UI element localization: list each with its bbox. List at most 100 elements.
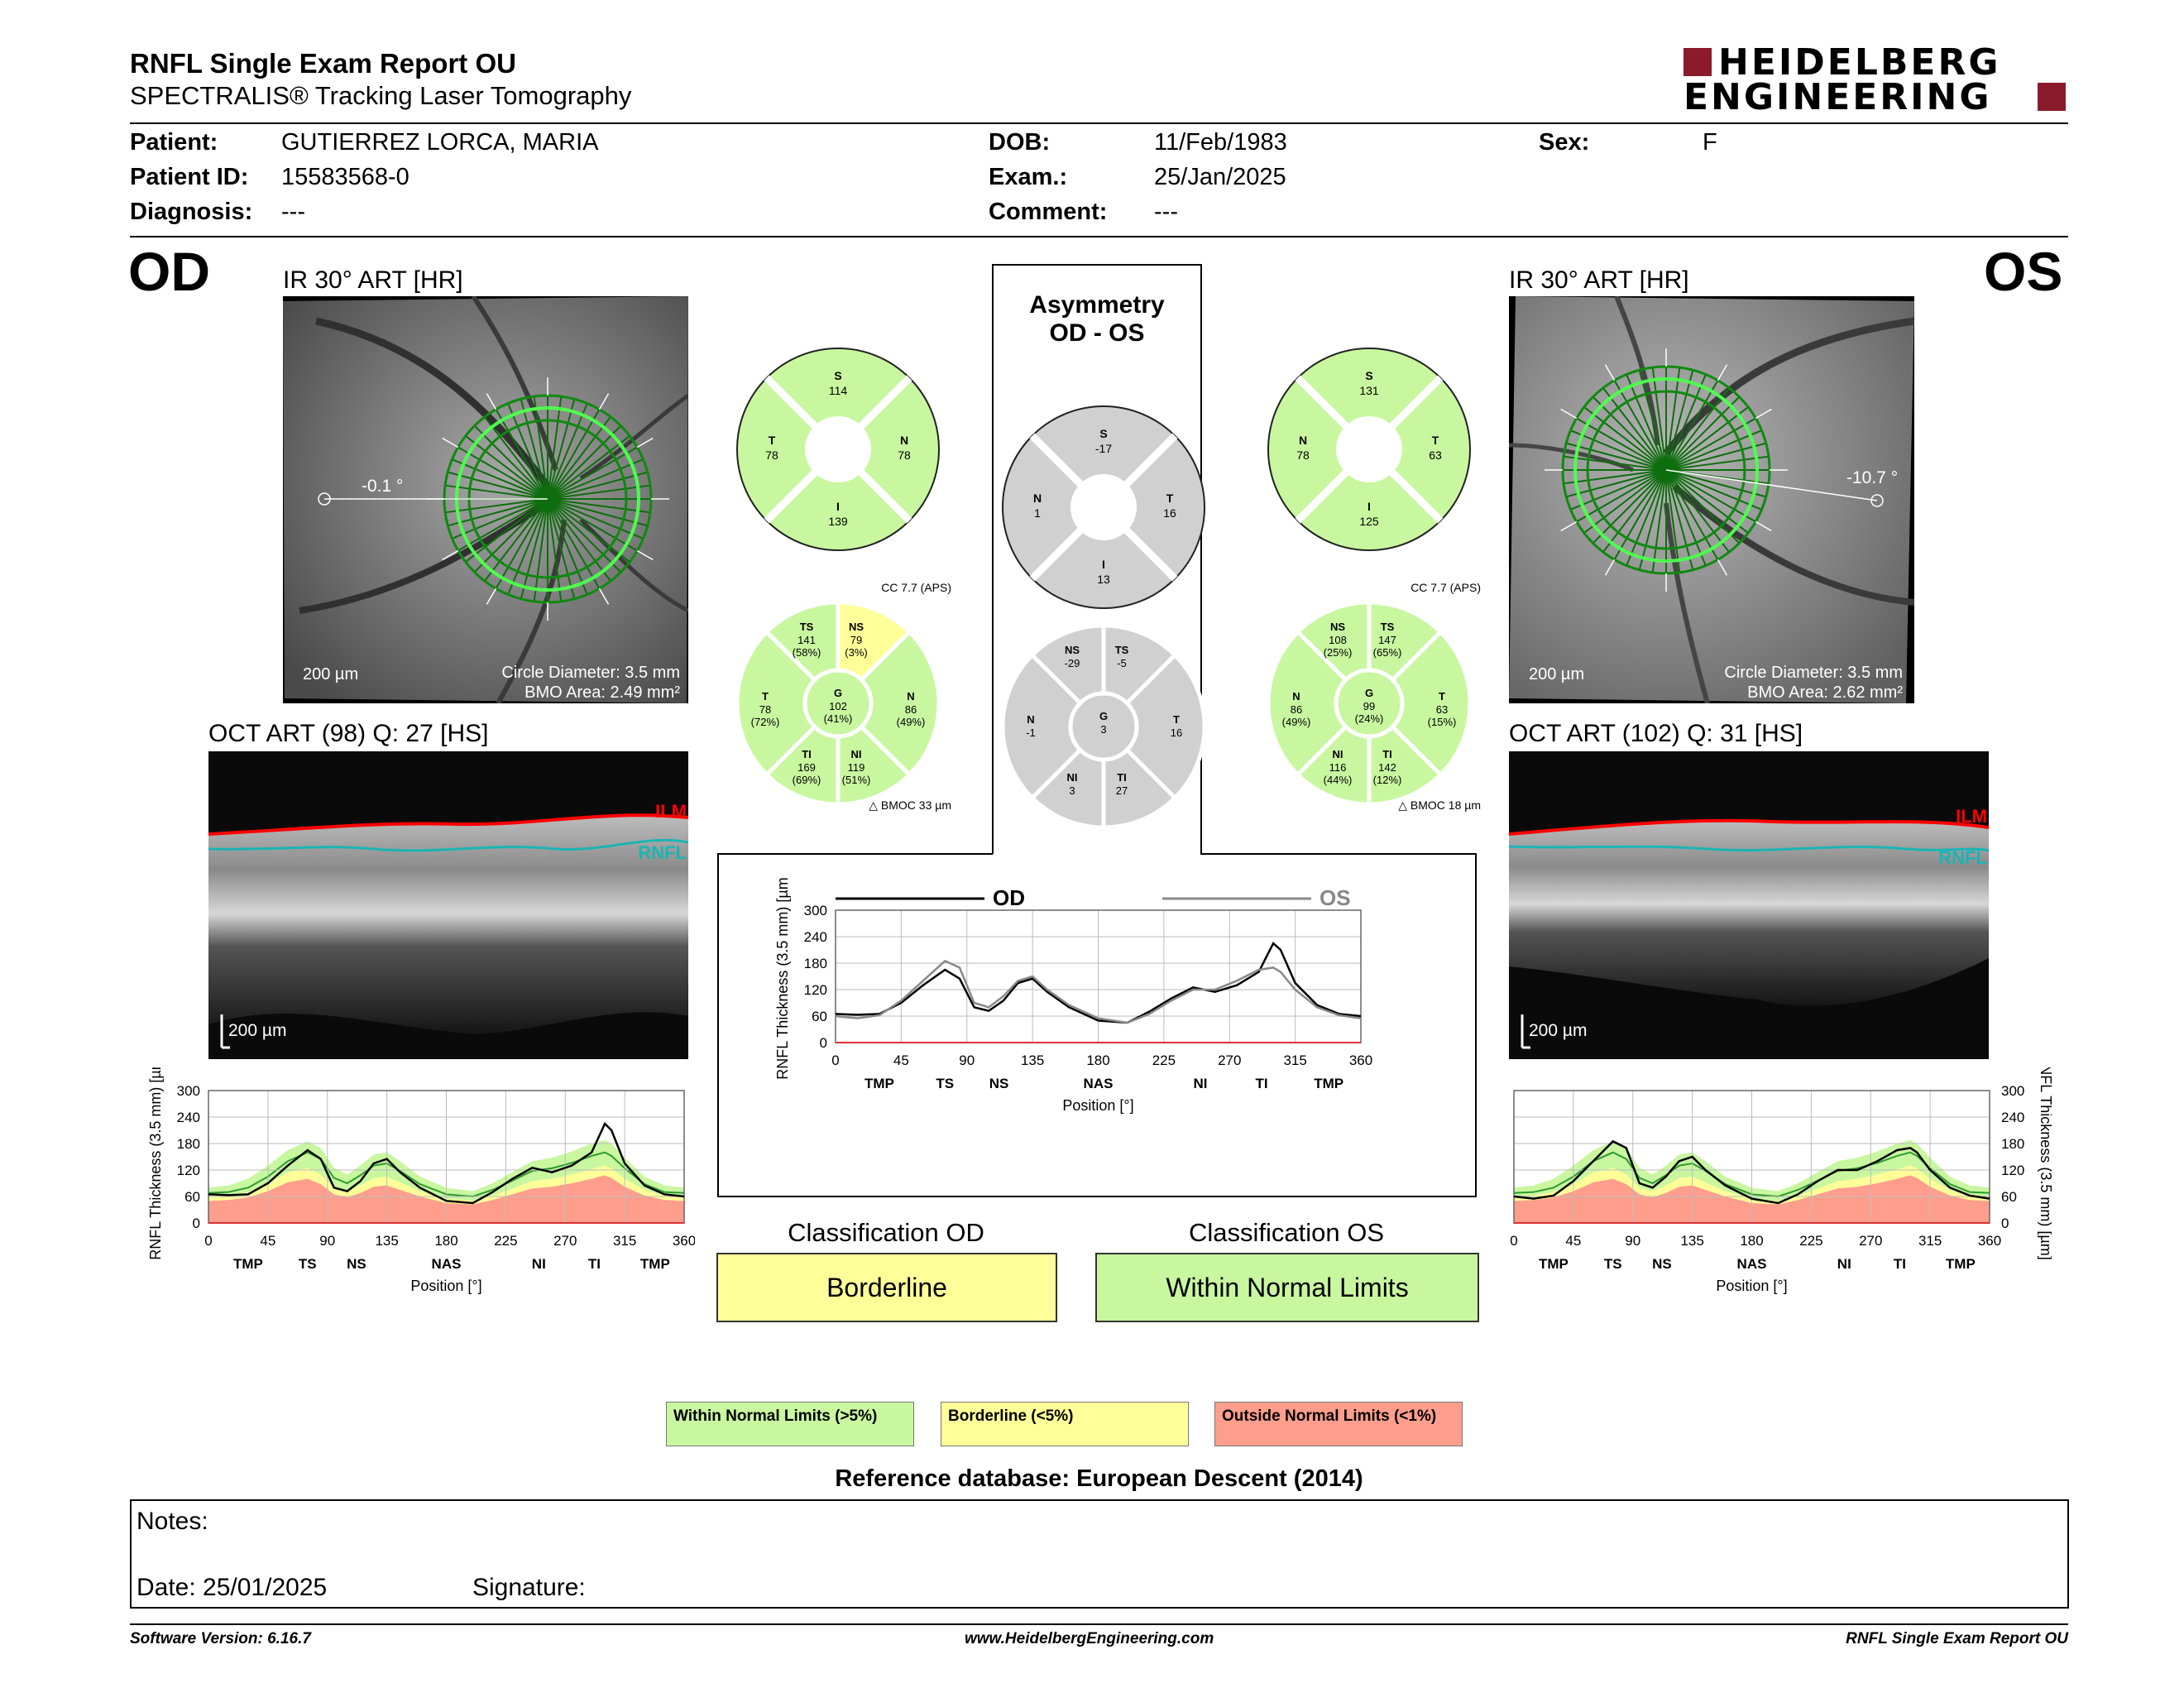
sector-percent: (51%) xyxy=(842,774,871,786)
sector-percent: (41%) xyxy=(824,712,853,725)
series-line-od xyxy=(835,941,1362,1024)
os-oct-title: OCT ART (102) Q: 31 [HS] xyxy=(1509,720,1803,747)
od-rnfl-label: RNFL xyxy=(638,842,687,863)
scan-line xyxy=(465,435,548,500)
os-cc: CC 7.7 (APS) xyxy=(1410,581,1481,594)
scan-line xyxy=(1602,387,1667,471)
scan-tick xyxy=(486,393,497,410)
od-angle: -0.1 ° xyxy=(362,477,404,496)
sector-value: 13 xyxy=(1097,573,1110,586)
legend-onl: Outside Normal Limits (<1%) xyxy=(1214,1402,1463,1446)
scan-line xyxy=(547,471,648,500)
scan-line xyxy=(473,498,548,573)
scan-line xyxy=(1576,417,1667,471)
scan-line xyxy=(1651,469,1667,573)
sector-percent: (15%) xyxy=(1428,716,1457,728)
scan-line xyxy=(547,498,648,527)
sector-percent: (24%) xyxy=(1355,712,1384,725)
scan-tick xyxy=(1604,559,1616,576)
sector-value: -29 xyxy=(1065,657,1080,669)
os-oct-image: ILM RNFL 200 µm xyxy=(1509,751,1989,1059)
sector-axis-label: TI xyxy=(1256,1076,1268,1091)
scan-line xyxy=(495,409,548,500)
scan-line xyxy=(1626,374,1667,471)
scan-line xyxy=(547,498,651,514)
series-line-od xyxy=(208,1121,685,1205)
sector-value: 114 xyxy=(829,384,848,397)
quadrant-center xyxy=(805,416,871,482)
scan-line xyxy=(533,498,548,602)
sector-value: 78 xyxy=(759,703,771,716)
report-subtitle: SPECTRALIS® Tracking Laser Tomography xyxy=(130,81,632,110)
os-ilm-label: ILM xyxy=(1956,806,1987,827)
sector-name: NI xyxy=(1333,748,1343,760)
scan-line xyxy=(547,498,644,539)
sector-value: 78 xyxy=(765,448,778,462)
sector-name: NI xyxy=(1067,771,1078,784)
os-fundus-scale: 200 µm xyxy=(1529,665,1585,683)
scan-line xyxy=(452,498,548,539)
scan-line xyxy=(1665,469,1681,573)
x-tick-label: 225 xyxy=(1799,1233,1822,1249)
sector-percent: (3%) xyxy=(845,646,867,659)
scan-line xyxy=(465,498,548,563)
scan-line xyxy=(1665,469,1749,534)
sector-axis-label: TI xyxy=(1894,1256,1906,1272)
scan-tick xyxy=(598,393,610,410)
sector-axis-label: NAS xyxy=(432,1256,462,1272)
y-tick-label: 0 xyxy=(193,1216,200,1231)
x-tick-label: 315 xyxy=(613,1233,636,1249)
scan-tick xyxy=(636,437,654,448)
diagnosis-label: Diagnosis: xyxy=(130,199,253,225)
sector-name: N xyxy=(900,434,908,447)
logo: HEIDELBERG ENGINEERING xyxy=(1684,41,2066,118)
x-tick-label: 315 xyxy=(1283,1053,1306,1068)
x-tick-label: 270 xyxy=(1859,1233,1882,1249)
sector-axis-label: TS xyxy=(299,1256,317,1272)
scan-line xyxy=(1583,469,1667,534)
dob-label: DOB: xyxy=(989,129,1051,156)
sector-value: 116 xyxy=(1329,761,1347,774)
scan-line xyxy=(1665,469,1719,560)
os-bmo-area: BMO Area: 2.62 mm² xyxy=(1747,683,1903,702)
scan-line xyxy=(1592,469,1667,544)
sector-percent: (65%) xyxy=(1373,646,1402,659)
x-tick-label: 90 xyxy=(1625,1233,1640,1249)
scan-line xyxy=(547,498,611,582)
sector-circles: S114T78N78I139S131N78T63I125S-17N1T16I13… xyxy=(735,348,1481,827)
scan-line xyxy=(457,446,548,500)
x-tick-label: 0 xyxy=(831,1053,839,1068)
scan-line xyxy=(457,498,548,552)
y-tick-label: 240 xyxy=(804,929,827,945)
scan-line xyxy=(1665,455,1770,471)
sector-global xyxy=(1068,691,1139,762)
sector-name: T xyxy=(1432,434,1439,447)
sector-name: I xyxy=(836,500,840,513)
x-axis-title: Position [°] xyxy=(1716,1278,1787,1294)
sector-name: N xyxy=(1033,492,1042,505)
scan-line xyxy=(1570,429,1667,471)
x-tick-label: 180 xyxy=(1740,1233,1763,1249)
sector-axis-label: NAS xyxy=(1084,1076,1114,1091)
od-fundus-scale: 200 µm xyxy=(303,665,359,683)
os-scan-circle xyxy=(1545,348,1788,592)
scan-line xyxy=(547,498,622,573)
x-tick-label: 0 xyxy=(204,1233,212,1249)
scan-line xyxy=(1665,370,1694,471)
sector-name: TS xyxy=(1381,621,1395,633)
os-bmoc: △ BMOC 18 µm xyxy=(1398,798,1481,812)
scan-line xyxy=(507,498,548,595)
x-tick-label: 360 xyxy=(1978,1233,2001,1249)
scan-line xyxy=(444,498,548,514)
scan-line xyxy=(1638,370,1667,471)
scan-tick xyxy=(1717,559,1728,576)
sector-value: 3 xyxy=(1100,723,1106,736)
sector-value: 16 xyxy=(1171,727,1182,739)
sector-axis-label: NI xyxy=(532,1256,546,1272)
od-oct-title: OCT ART (98) Q: 27 [HS] xyxy=(208,720,489,747)
os-fundus-image: -10.7 ° 200 µm Circle Diameter: 3.5 mm B… xyxy=(1509,296,1914,703)
y-tick-label: 0 xyxy=(820,1035,827,1051)
sector-percent: (25%) xyxy=(1324,646,1353,659)
scan-line xyxy=(1651,367,1667,471)
scan-line xyxy=(547,446,638,500)
